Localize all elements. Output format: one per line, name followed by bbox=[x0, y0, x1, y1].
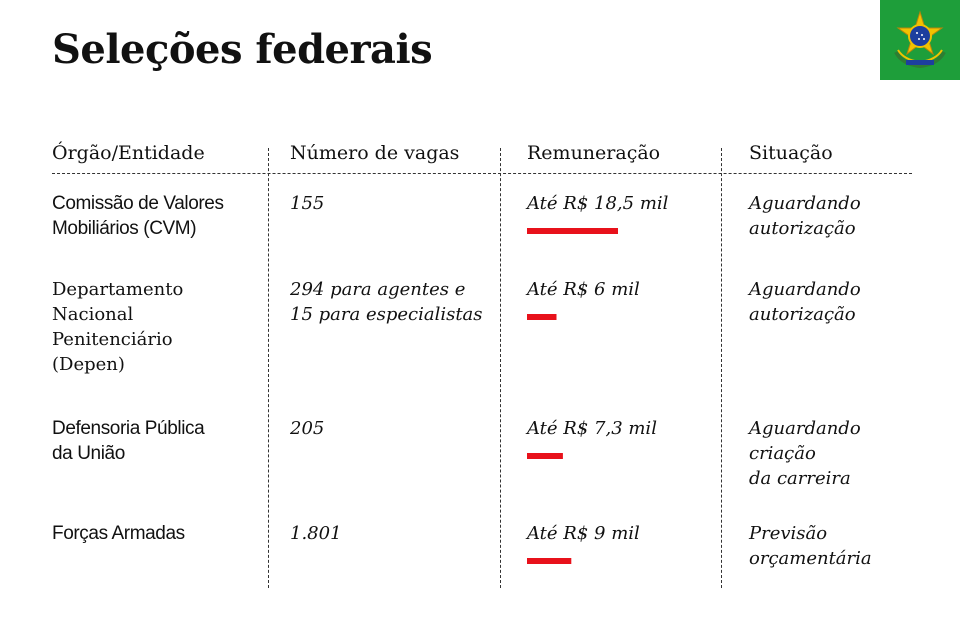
org-name: Defensoria Pública da União bbox=[52, 416, 205, 466]
emblem bbox=[880, 0, 960, 80]
vacancy-count: 205 bbox=[290, 416, 324, 441]
status-text-line: autorização bbox=[749, 218, 856, 239]
org-name-line: da União bbox=[52, 443, 125, 464]
status-text: Aguardando autorização bbox=[749, 277, 861, 327]
pay-bar-chart bbox=[527, 228, 618, 234]
header-divider bbox=[52, 173, 912, 174]
status-text: Aguardando criação da carreira bbox=[749, 416, 861, 491]
page-title: Seleções federais bbox=[52, 26, 433, 73]
org-name: Forças Armadas bbox=[52, 521, 185, 546]
header-pay: Remuneração bbox=[527, 142, 661, 164]
status-text-line: Aguardando bbox=[749, 193, 861, 214]
vacancy-count: 1.801 bbox=[290, 521, 342, 546]
header-org: Órgão/Entidade bbox=[52, 142, 205, 164]
pay-bar-chart bbox=[527, 453, 563, 459]
vacancy-count-line: 15 para especialistas bbox=[290, 304, 483, 325]
org-name-line: Forças Armadas bbox=[52, 523, 185, 544]
pay-bar bbox=[527, 228, 618, 234]
vacancy-count-line: 205 bbox=[290, 418, 325, 439]
status-text-line: criação bbox=[749, 443, 816, 464]
status-text-line: Aguardando bbox=[749, 279, 861, 300]
header-vacancies: Número de vagas bbox=[290, 142, 460, 164]
status-text-line: orçamentária bbox=[749, 548, 872, 569]
status-text: Previsão orçamentária bbox=[749, 521, 872, 571]
org-name-line: Mobiliários (CVM) bbox=[52, 218, 197, 239]
status-text: Aguardando autorização bbox=[749, 191, 861, 241]
org-name-line: Nacional bbox=[52, 304, 134, 325]
header-status: Situação bbox=[749, 142, 833, 164]
org-name-line: (Depen) bbox=[52, 354, 125, 375]
pay-label: Até R$ 9 mil bbox=[527, 523, 640, 544]
vacancy-count: 155 bbox=[290, 191, 324, 216]
pay-label: Até R$ 18,5 mil bbox=[527, 193, 669, 214]
pay-label: Até R$ 6 mil bbox=[527, 279, 640, 300]
pay-bar bbox=[527, 558, 572, 564]
vacancy-count-line: 1.801 bbox=[290, 523, 342, 544]
pay-bar-chart bbox=[527, 314, 557, 320]
org-name: Comissão de Valores Mobiliários (CVM) bbox=[52, 191, 224, 241]
pay-bar bbox=[527, 453, 563, 459]
vacancy-count-line: 294 para agentes e bbox=[290, 279, 466, 300]
pay-bar bbox=[527, 314, 557, 320]
status-text-line: Previsão bbox=[749, 523, 828, 544]
org-name-line: Comissão de Valores bbox=[52, 193, 224, 214]
vacancy-count: 294 para agentes e 15 para especialistas bbox=[290, 277, 483, 327]
org-name: Departamento Nacional Penitenciário (Depen) bbox=[52, 277, 183, 377]
status-text-line: autorização bbox=[749, 304, 856, 325]
brazil-coat-of-arms-icon bbox=[894, 10, 946, 69]
vacancy-count-line: 155 bbox=[290, 193, 325, 214]
pay-bar-chart bbox=[527, 558, 572, 564]
pay-label: Até R$ 7,3 mil bbox=[527, 418, 657, 439]
column-divider bbox=[268, 148, 269, 588]
org-name-line: Penitenciário bbox=[52, 329, 173, 350]
status-text-line: da carreira bbox=[749, 468, 851, 489]
status-text-line: Aguardando bbox=[749, 418, 861, 439]
column-divider bbox=[500, 148, 501, 588]
org-name-line: Defensoria Pública bbox=[52, 418, 205, 439]
org-name-line: Departamento bbox=[52, 279, 184, 300]
column-divider bbox=[721, 148, 722, 588]
